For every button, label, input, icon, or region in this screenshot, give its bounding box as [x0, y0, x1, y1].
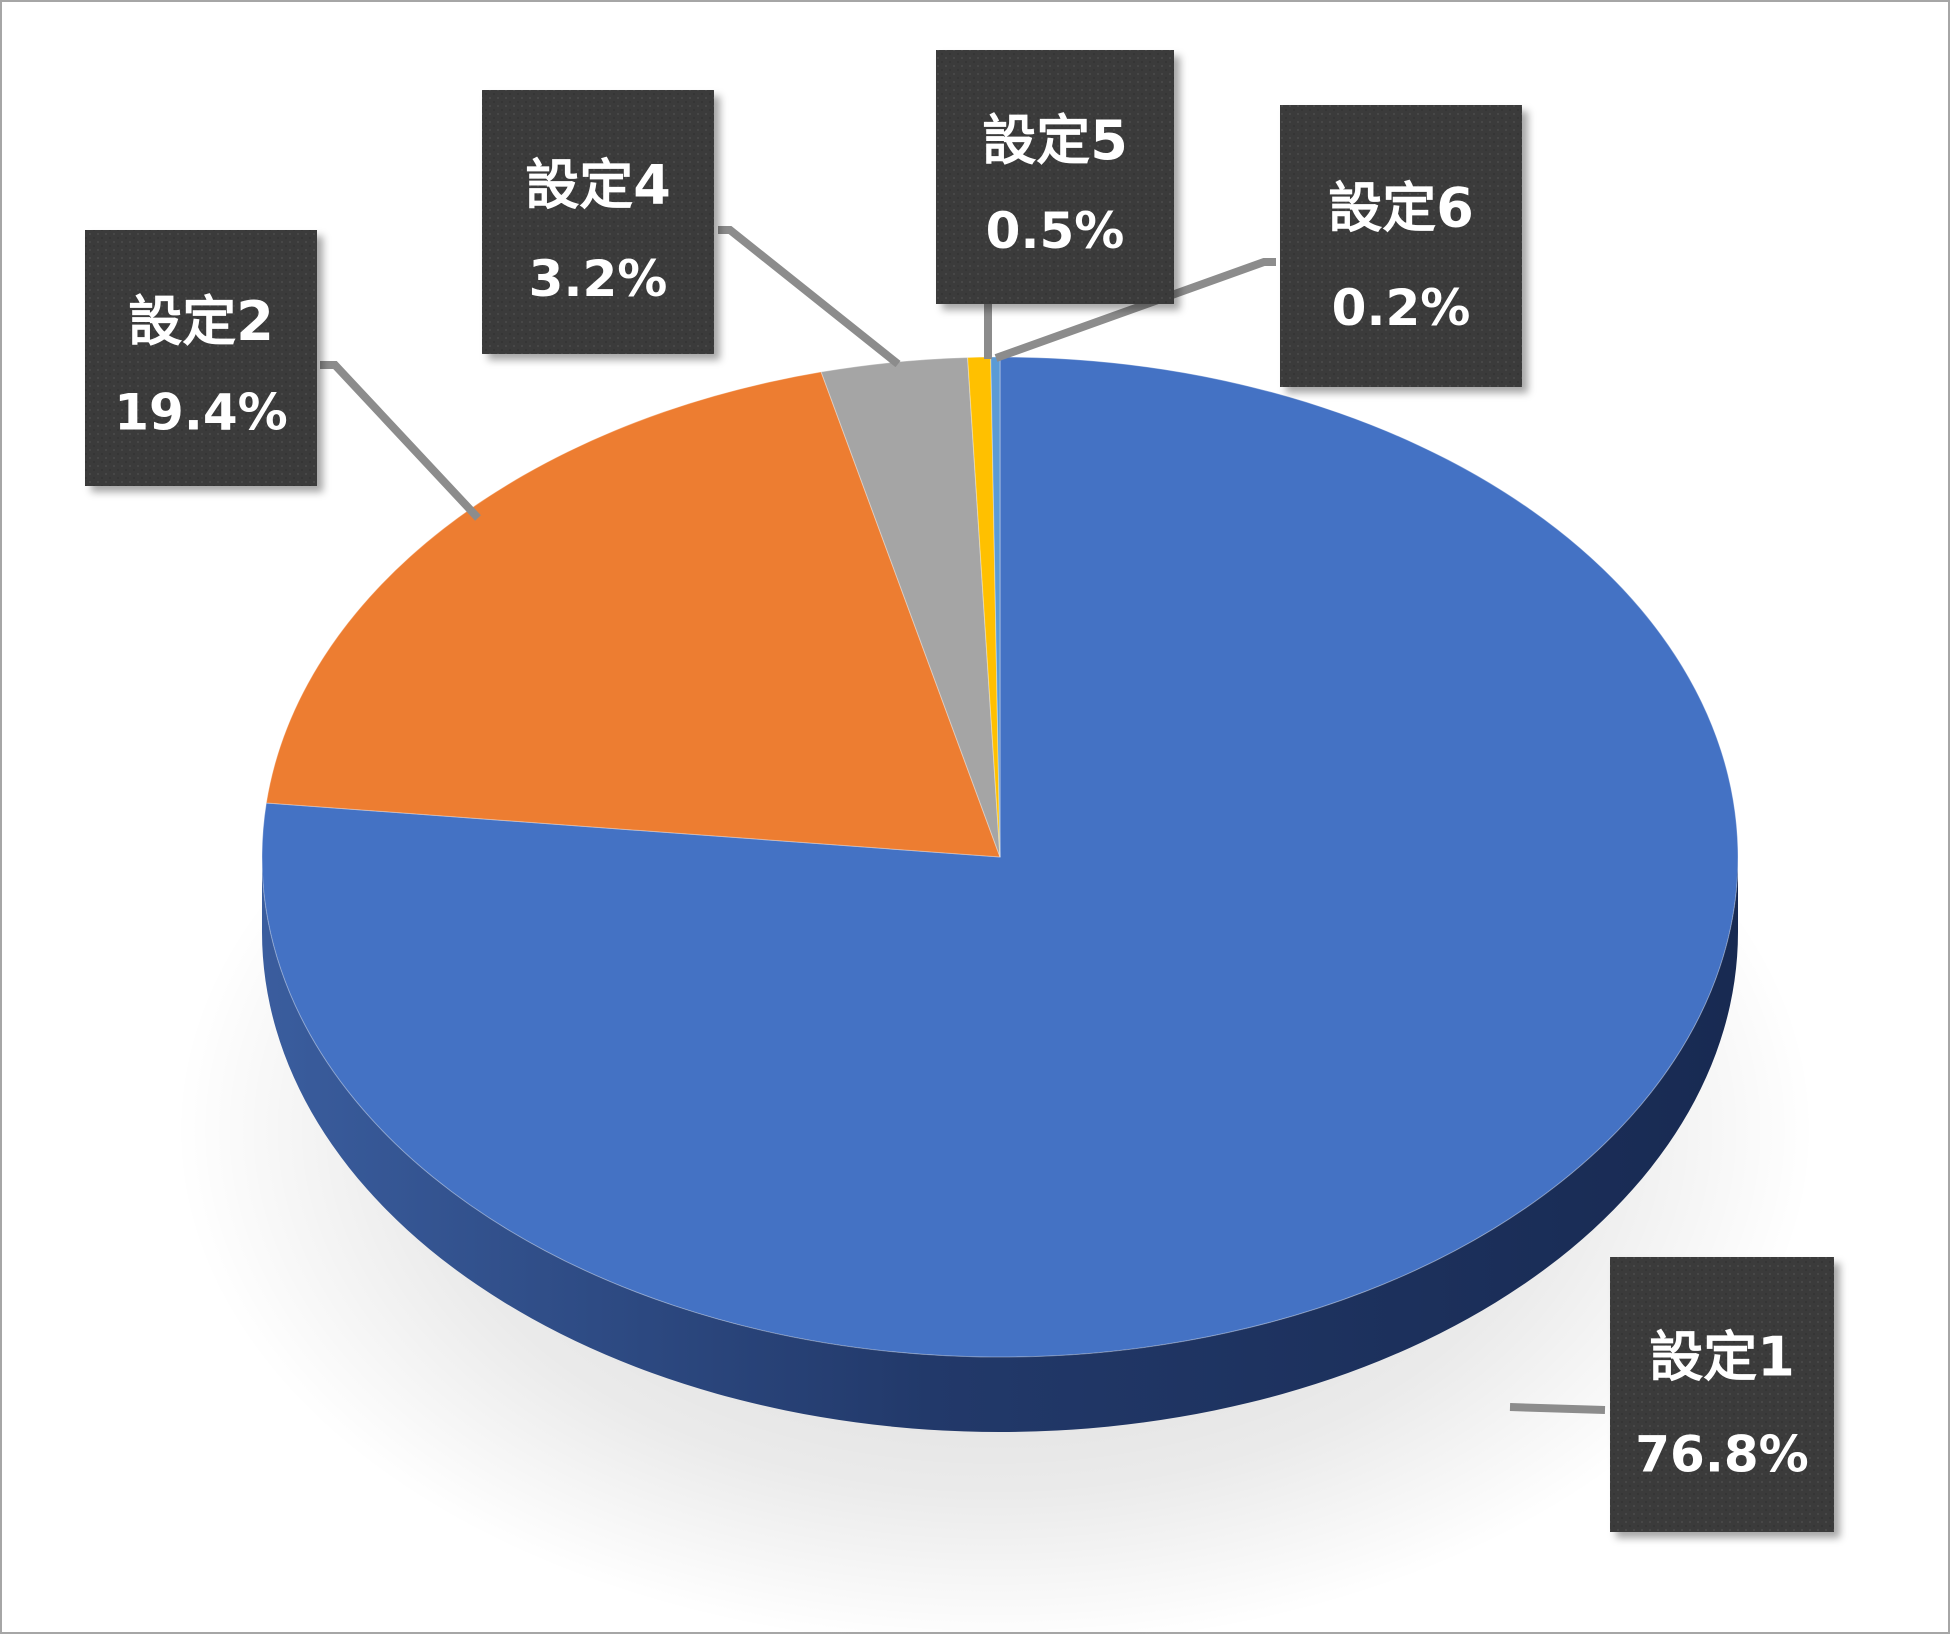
- data-label-box: [936, 50, 1174, 304]
- slice-3-data-label: 設定4 3.2%: [482, 90, 714, 354]
- slice-5-leader-line: [994, 258, 1276, 362]
- slice-3-leader-line: [718, 226, 901, 368]
- data-label-box: [482, 90, 714, 354]
- data-label-value: 0.2%: [1332, 279, 1471, 337]
- data-label-category: 設定4: [525, 154, 671, 217]
- slice-1-data-label: 設定1 76.8%: [1610, 1257, 1834, 1532]
- slice-5-data-label: 設定6 0.2%: [1280, 105, 1522, 387]
- slice-2-top: [265, 371, 1001, 858]
- data-label-category: 設定5: [982, 109, 1128, 172]
- data-label-box: [1280, 105, 1522, 387]
- data-label-category: 設定2: [128, 290, 274, 353]
- data-label-category: 設定6: [1328, 176, 1474, 239]
- data-label-box: [1610, 1257, 1834, 1532]
- data-label-value: 76.8%: [1635, 1426, 1808, 1484]
- slice-2-data-label: 設定2 19.4%: [85, 230, 317, 486]
- pie-top: [261, 356, 1739, 1358]
- data-label-value: 3.2%: [529, 250, 668, 308]
- slice-2-leader-line: [320, 361, 481, 521]
- data-label-value: 0.5%: [986, 202, 1125, 260]
- slice-1-leader-line: [1509, 1403, 1606, 1414]
- slice-1-top: [261, 356, 1739, 1358]
- data-label-category: 設定1: [1649, 1325, 1795, 1388]
- data-label-value: 19.4%: [114, 384, 287, 442]
- pie-leader-lines: [320, 226, 1606, 1414]
- pie-data-labels: 設定1 76.8% 設定2 19.4% 設定4 3.2% 設定5 0.5% 設定6 0.2%: [85, 50, 1834, 1532]
- slice-4-data-label: 設定5 0.5%: [936, 50, 1174, 304]
- data-label-box: [85, 230, 317, 486]
